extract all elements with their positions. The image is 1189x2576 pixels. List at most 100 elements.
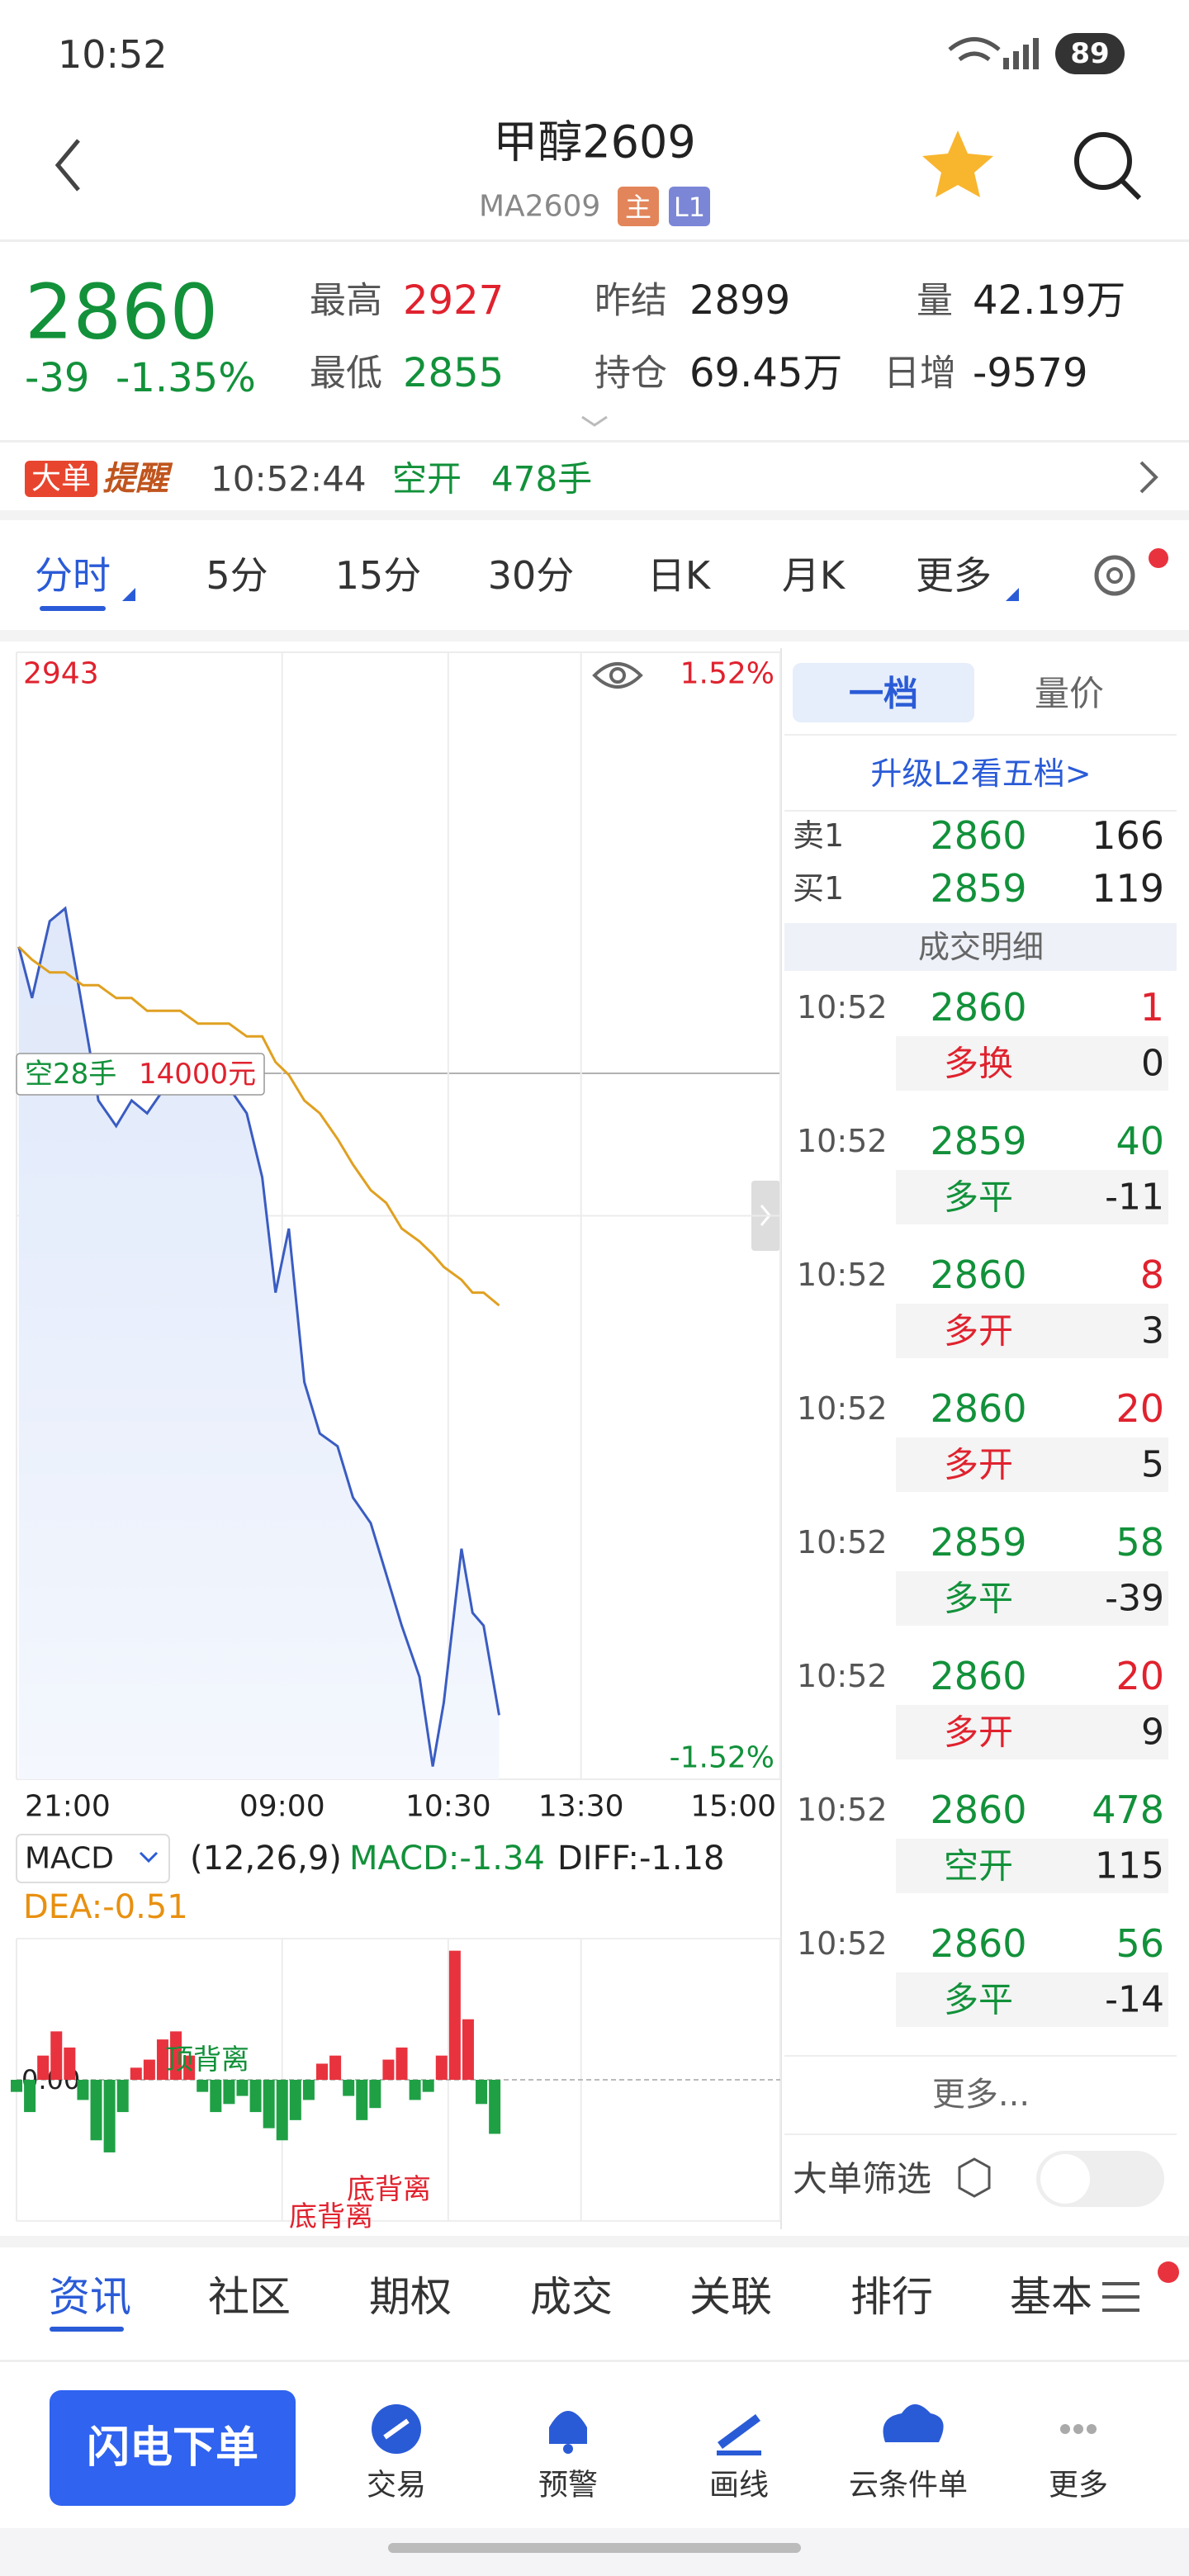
- trade-change: -39: [1105, 1578, 1164, 1620]
- trades-title: 成交明细: [918, 929, 1044, 965]
- trade-time: 10:52: [797, 1524, 888, 1560]
- macd-bar: [316, 2063, 328, 2080]
- trade-kind: 多平: [944, 1579, 1013, 1619]
- bottom-tab[interactable]: 社区: [208, 2273, 291, 2321]
- nav-label[interactable]: 预警: [538, 2469, 598, 2503]
- order-button-text: 闪电下单: [87, 2423, 258, 2473]
- alert-arrow[interactable]: [1139, 461, 1158, 494]
- macd-bar: [382, 2059, 395, 2080]
- stat-value: 2855: [403, 350, 504, 396]
- trade-time: 10:52: [797, 1658, 888, 1694]
- period-tab[interactable]: 分时: [35, 553, 111, 598]
- stat-label: 昨结: [594, 280, 667, 322]
- menu-icon[interactable]: [1102, 2282, 1139, 2312]
- badge-text: 主: [625, 192, 651, 223]
- price-line: [17, 906, 500, 1767]
- bottom-tab[interactable]: 期权: [369, 2273, 452, 2321]
- macd-bar: [103, 2080, 116, 2152]
- macd-bar: [263, 2080, 275, 2129]
- tab-underline: [50, 2327, 124, 2332]
- trades-header-bg: [784, 923, 1177, 971]
- trade-price: 2860: [930, 1654, 1026, 1698]
- period-tab[interactable]: 更多: [916, 553, 992, 598]
- macd-bar: [276, 2080, 288, 2141]
- nav-label[interactable]: 更多: [1049, 2469, 1108, 2503]
- alert-volume: 478手: [491, 459, 592, 500]
- last-price: 2860: [25, 268, 218, 357]
- macd-bar: [130, 2067, 142, 2080]
- expand-icon[interactable]: [581, 415, 608, 427]
- alert-action: 空开: [392, 459, 462, 500]
- macd-bar: [476, 2080, 488, 2105]
- period-tab[interactable]: 5分: [206, 553, 268, 598]
- macd-bar: [422, 2080, 434, 2092]
- macd-bar: [37, 2055, 50, 2080]
- alert-badge: [25, 461, 97, 497]
- macd-bar: [369, 2080, 381, 2109]
- alert-suffix: 提醒: [102, 460, 173, 498]
- divider: [0, 239, 1189, 242]
- trade-time: 10:52: [797, 1792, 888, 1828]
- eye-icon[interactable]: [592, 662, 643, 689]
- dropdown-arrow: [139, 1851, 159, 1863]
- trade-change: -14: [1105, 1979, 1164, 2021]
- macd-bar: [24, 2080, 36, 2113]
- period-tab[interactable]: 30分: [488, 553, 575, 598]
- upgrade-link[interactable]: 升级L2看五档>: [870, 755, 1091, 792]
- trade-volume: 1: [1140, 985, 1164, 1030]
- trade-kind: 多开: [944, 1445, 1013, 1485]
- trade-sub-bg: [896, 1705, 1168, 1759]
- macd-bar: [448, 1950, 461, 2080]
- trade-price: 2860: [930, 1788, 1026, 1832]
- bottom-tab[interactable]: 基本: [1010, 2273, 1092, 2321]
- more-link[interactable]: 更多...: [932, 2076, 1030, 2114]
- trade-price: 2860: [930, 1921, 1026, 1966]
- filter-label: 大单筛选: [793, 2159, 931, 2200]
- settings-button[interactable]: [1094, 548, 1168, 596]
- marker-label: 空28手: [25, 1058, 116, 1091]
- order-button[interactable]: [50, 2390, 296, 2506]
- bottom-tab[interactable]: 成交: [530, 2273, 613, 2321]
- level-volume: 119: [1092, 866, 1164, 911]
- macd-bar: [236, 2080, 249, 2096]
- period-tab[interactable]: 日K: [647, 553, 712, 598]
- tab-triangle: [1006, 588, 1019, 601]
- divergence-label: 底背离: [289, 2200, 373, 2233]
- price-area: [18, 908, 500, 1779]
- price-marker-box: [16, 1053, 265, 1096]
- book-tab[interactable]: 一档: [849, 674, 918, 714]
- badge-text: L1: [674, 192, 705, 223]
- stat-value: -9579: [973, 350, 1087, 396]
- nav-label[interactable]: 画线: [709, 2469, 769, 2503]
- bottom-tab[interactable]: 关联: [689, 2273, 772, 2321]
- stat-label: 最高: [310, 280, 382, 322]
- trade-time: 10:52: [797, 1390, 888, 1427]
- macd-bar: [435, 2055, 448, 2080]
- title: 甲醇2609: [493, 116, 695, 168]
- trade-sub-bg: [896, 1571, 1168, 1626]
- x-tick-label: 09:00: [239, 1790, 325, 1824]
- search-button[interactable]: [1074, 132, 1142, 201]
- alert-time: 10:52:44: [211, 459, 367, 500]
- x-tick-label: 10:30: [405, 1790, 491, 1824]
- stat-label: 持仓: [594, 353, 667, 395]
- bottom-tab[interactable]: 排行: [850, 2273, 933, 2321]
- tab-triangle: [122, 588, 135, 601]
- trade-sub-bg: [896, 1839, 1168, 1893]
- indicator-dropdown[interactable]: [16, 1834, 170, 1883]
- nav-label[interactable]: 交易: [367, 2469, 426, 2503]
- macd-bar: [116, 2080, 129, 2113]
- bottom-tab[interactable]: 资讯: [49, 2273, 131, 2321]
- macd-bar: [289, 2080, 301, 2120]
- trade-change: 5: [1141, 1444, 1164, 1486]
- back-button[interactable]: [54, 139, 80, 192]
- nav-label[interactable]: 云条件单: [849, 2469, 968, 2503]
- period-tab[interactable]: 15分: [335, 553, 422, 598]
- book-tab[interactable]: 量价: [1035, 674, 1104, 714]
- trade-sub-bg: [896, 1437, 1168, 1492]
- filter-icon: [958, 2157, 991, 2198]
- period-tab[interactable]: 月K: [782, 553, 846, 598]
- macd-bar: [11, 2080, 22, 2092]
- x-tick-label: 13:30: [538, 1790, 624, 1824]
- favorite-star[interactable]: [922, 130, 993, 197]
